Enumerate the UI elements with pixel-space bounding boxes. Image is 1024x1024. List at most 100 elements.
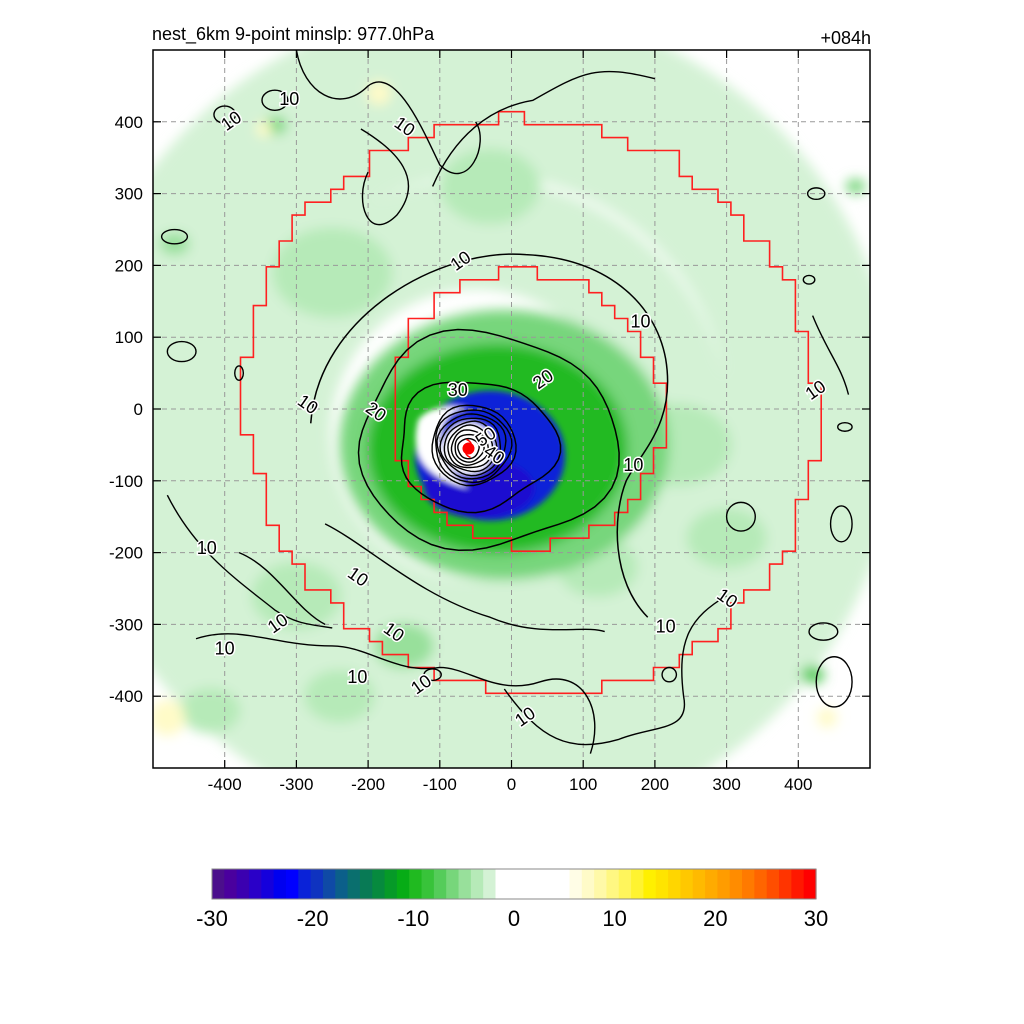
shade-yellow-patch bbox=[256, 120, 273, 137]
y-tick-label: 300 bbox=[115, 185, 143, 204]
contour-lines bbox=[160, 50, 853, 754]
contour-loop bbox=[829, 505, 853, 543]
colorbar-swatch bbox=[285, 869, 299, 899]
y-tick-label: 100 bbox=[115, 328, 143, 347]
contour-eyewall bbox=[436, 413, 507, 480]
colorbar-swatch bbox=[631, 869, 645, 899]
colorbar-swatch bbox=[409, 869, 423, 899]
x-tick-label: 0 bbox=[507, 775, 516, 794]
contour-eyewall bbox=[457, 437, 480, 460]
colorbar-swatch bbox=[779, 869, 792, 899]
colorbar-tick-label: -30 bbox=[196, 906, 228, 931]
colorbar-swatch bbox=[618, 869, 632, 899]
colorbar-swatch bbox=[396, 869, 410, 899]
colorbar-swatch bbox=[557, 869, 571, 899]
colorbar-tick-label: -20 bbox=[297, 906, 329, 931]
colorbar-swatch bbox=[520, 869, 534, 899]
colorbar-swatch bbox=[372, 869, 386, 899]
colorbar-swatch bbox=[655, 869, 669, 899]
shade-yellow-patch bbox=[816, 707, 837, 728]
contour-loop bbox=[802, 274, 816, 285]
colorbar-swatch bbox=[742, 869, 755, 899]
contour-loop bbox=[806, 187, 826, 201]
x-tick-label: -400 bbox=[208, 775, 242, 794]
contour-10 bbox=[360, 128, 410, 226]
contour-10 bbox=[166, 494, 333, 629]
contour-label: 10 bbox=[197, 538, 217, 558]
shade-outer-ring bbox=[153, 50, 870, 768]
colorbar-swatch bbox=[248, 869, 262, 899]
colorbar-swatch bbox=[717, 869, 731, 899]
contour-10 bbox=[295, 50, 481, 174]
colorbar-swatch bbox=[507, 869, 521, 899]
colorbar-swatch bbox=[803, 869, 817, 899]
colorbar-swatch bbox=[569, 869, 583, 899]
shade-patch bbox=[800, 665, 825, 684]
colorbar-swatch bbox=[322, 869, 336, 899]
storm-center-group bbox=[462, 438, 475, 459]
contour-10 bbox=[431, 70, 656, 187]
colorbar-swatch bbox=[754, 869, 768, 899]
contour-label: 10 bbox=[347, 667, 367, 687]
chart-title-right: +084h bbox=[820, 28, 871, 48]
contour-loop bbox=[808, 622, 839, 641]
contour-loop bbox=[234, 365, 245, 381]
colorbar-swatch bbox=[359, 869, 373, 899]
contour-loop bbox=[661, 666, 678, 683]
y-tick-label: -200 bbox=[109, 544, 143, 563]
contour-10 bbox=[811, 315, 850, 395]
contour-label: 30 bbox=[448, 380, 468, 400]
contour-loop bbox=[423, 668, 442, 682]
colorbar-swatch bbox=[298, 869, 312, 899]
colorbar-swatch bbox=[495, 869, 509, 899]
contour-eyewall bbox=[454, 433, 485, 463]
shade-patch bbox=[373, 623, 434, 669]
colorbar: -30 -20 -10 0 10 20 30 bbox=[196, 868, 828, 931]
colorbar-swatch bbox=[212, 869, 225, 899]
contour-10 bbox=[238, 551, 326, 626]
y-tick-label: 400 bbox=[115, 113, 143, 132]
contour-label: 10 bbox=[279, 89, 299, 109]
contour-10 bbox=[195, 633, 596, 754]
x-tick-label: -200 bbox=[351, 775, 385, 794]
contour-30 bbox=[400, 381, 562, 514]
contour-loop bbox=[213, 105, 237, 124]
boundary-inner bbox=[394, 266, 668, 552]
x-tick-label: 200 bbox=[641, 775, 669, 794]
colorbar-swatch bbox=[668, 869, 682, 899]
grid-lines bbox=[153, 50, 870, 768]
contour-label: 10 bbox=[656, 617, 676, 637]
x-tick-label: -100 bbox=[423, 775, 457, 794]
contour-eyewall bbox=[450, 429, 490, 467]
contour-eyewall bbox=[443, 420, 498, 473]
axes: -400 -300 -200 -100 0 100 200 300 40040030020010… bbox=[109, 50, 870, 794]
shade-patch bbox=[304, 669, 375, 723]
colorbar-tick-label: 30 bbox=[804, 906, 828, 931]
x-tick-label: -300 bbox=[279, 775, 313, 794]
colorbar-swatch bbox=[335, 869, 349, 899]
hurricane-symbol-icon bbox=[464, 438, 473, 459]
colorbar-swatch bbox=[458, 869, 472, 899]
colorbar-swatch bbox=[643, 869, 657, 899]
contour-eyewall bbox=[439, 417, 501, 477]
colorbar-swatch bbox=[347, 869, 361, 899]
x-tick-label: 300 bbox=[712, 775, 740, 794]
contour-loop bbox=[261, 89, 289, 111]
colorbar-tick-label: -10 bbox=[397, 906, 429, 931]
boundary-outer bbox=[239, 110, 822, 695]
chart-title-left: nest_6km 9-point minslp: 977.0hPa bbox=[152, 24, 435, 45]
colorbar-swatch bbox=[594, 869, 608, 899]
y-tick-label: -100 bbox=[109, 472, 143, 491]
colorbar-frame bbox=[211, 868, 817, 900]
contour-loop bbox=[725, 501, 756, 532]
colorbar-swatch bbox=[791, 869, 805, 899]
colorbar-swatch bbox=[433, 869, 447, 899]
shade-white-crescent bbox=[415, 406, 469, 488]
colorbar-swatch bbox=[384, 869, 398, 899]
colorbar-swatch bbox=[483, 869, 497, 899]
y-tick-label: -400 bbox=[109, 687, 143, 706]
contour-loop bbox=[837, 421, 853, 432]
colorbar-swatch bbox=[310, 869, 324, 899]
contour-label: 10 bbox=[631, 312, 651, 332]
